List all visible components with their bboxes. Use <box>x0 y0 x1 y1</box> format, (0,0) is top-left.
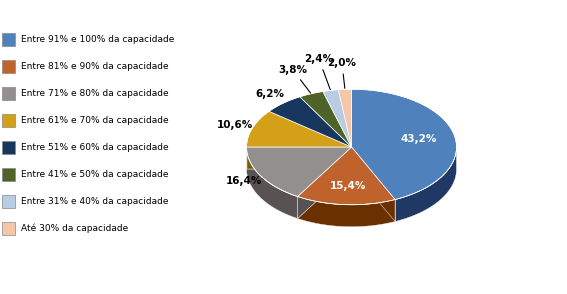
Text: Entre 41% e 50% da capacidade: Entre 41% e 50% da capacidade <box>21 170 168 178</box>
Polygon shape <box>395 149 456 222</box>
Bar <box>2 168 15 181</box>
Text: 6,2%: 6,2% <box>255 89 284 99</box>
Text: Entre 31% e 40% da capacidade: Entre 31% e 40% da capacidade <box>21 196 168 206</box>
Text: 3,8%: 3,8% <box>278 65 311 93</box>
Text: 43,2%: 43,2% <box>400 134 437 144</box>
Bar <box>2 86 15 99</box>
Polygon shape <box>338 89 352 147</box>
Text: Entre 71% e 80% da capacidade: Entre 71% e 80% da capacidade <box>21 88 168 98</box>
Text: 15,4%: 15,4% <box>329 181 366 191</box>
Polygon shape <box>298 196 395 227</box>
Bar <box>2 221 15 235</box>
Polygon shape <box>352 147 395 222</box>
Bar <box>2 113 15 126</box>
Text: 2,4%: 2,4% <box>304 54 333 89</box>
Text: Entre 81% e 90% da capacidade: Entre 81% e 90% da capacidade <box>21 61 168 71</box>
Ellipse shape <box>247 111 456 227</box>
Bar <box>2 59 15 73</box>
Polygon shape <box>298 147 352 218</box>
Polygon shape <box>298 147 352 218</box>
Text: 16,4%: 16,4% <box>226 176 262 186</box>
Polygon shape <box>269 97 352 147</box>
Polygon shape <box>247 147 298 218</box>
Polygon shape <box>300 91 352 147</box>
Text: Entre 91% e 100% da capacidade: Entre 91% e 100% da capacidade <box>21 34 175 44</box>
Text: 2,0%: 2,0% <box>328 59 357 88</box>
Bar <box>2 33 15 46</box>
Polygon shape <box>247 147 352 196</box>
Polygon shape <box>247 147 352 169</box>
Bar <box>2 141 15 153</box>
Text: Até 30% da capacidade: Até 30% da capacidade <box>21 223 128 233</box>
Text: 10,6%: 10,6% <box>217 120 252 130</box>
Bar <box>2 195 15 208</box>
Polygon shape <box>247 147 352 169</box>
Text: Entre 61% e 70% da capacidade: Entre 61% e 70% da capacidade <box>21 116 168 124</box>
Text: Entre 51% e 60% da capacidade: Entre 51% e 60% da capacidade <box>21 143 168 151</box>
Polygon shape <box>352 147 395 222</box>
Polygon shape <box>298 147 395 205</box>
Polygon shape <box>247 111 352 147</box>
Polygon shape <box>352 89 456 200</box>
Polygon shape <box>323 90 352 147</box>
